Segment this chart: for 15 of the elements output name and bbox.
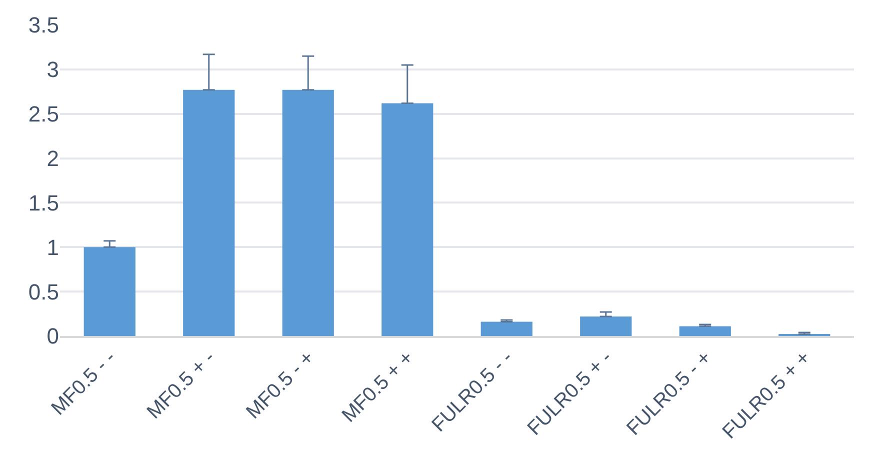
bar	[679, 326, 731, 336]
y-tick-label: 2	[46, 146, 59, 171]
y-tick-label: 2.5	[28, 102, 59, 127]
y-tick-label: 3	[46, 57, 59, 82]
bar	[282, 90, 334, 336]
y-tick-label: 1	[46, 234, 59, 260]
y-tick-label: 0.5	[28, 279, 59, 304]
y-tick-label: 0	[46, 324, 59, 349]
bar	[84, 247, 136, 336]
bar	[183, 90, 235, 336]
bar	[382, 103, 434, 336]
bar	[580, 316, 632, 336]
y-tick-label: 3.5	[28, 12, 59, 38]
y-tick-label: 1.5	[28, 190, 59, 216]
bar	[480, 322, 532, 336]
